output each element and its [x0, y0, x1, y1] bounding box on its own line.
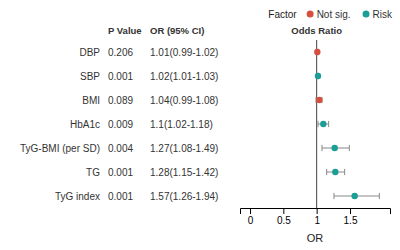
p-value: 0.206 — [108, 47, 133, 58]
ci-cap-low — [318, 121, 319, 127]
ci-cap-high — [349, 145, 350, 151]
column-header: Odds Ratio — [291, 25, 342, 36]
x-tick-mark — [283, 208, 284, 214]
ci-label: 1.57(1.26-1.94) — [150, 191, 218, 202]
legend-swatch — [363, 11, 370, 18]
reference-line — [316, 40, 317, 208]
point — [316, 97, 322, 103]
x-tick: 0.5 — [277, 208, 291, 226]
x-tick: 1.5 — [344, 208, 358, 226]
factor-label: TG — [86, 167, 100, 178]
factor-label: SBP — [80, 71, 100, 82]
legend-swatch — [307, 11, 314, 18]
marks — [314, 40, 379, 208]
p-value: 0.004 — [108, 143, 133, 154]
factor-label: TyG index — [55, 191, 100, 202]
ci-label: 1.02(1.01-1.03) — [150, 71, 218, 82]
ci-label: 1.1(1.02-1.18) — [150, 119, 213, 130]
p-value: 0.001 — [108, 191, 133, 202]
p-value: 0.001 — [108, 167, 133, 178]
factor-label: BMI — [82, 95, 100, 106]
column-header: OR (95% CI) — [150, 25, 204, 36]
x-axis-title: OR — [307, 232, 324, 244]
point — [331, 145, 337, 151]
p-value: 0.001 — [108, 71, 133, 82]
factor-label: HbA1c — [70, 119, 100, 130]
column-header: P Value — [108, 25, 142, 36]
ci-label: 1.04(0.99-1.08) — [150, 95, 218, 106]
ci-cap-high — [344, 169, 345, 175]
point — [320, 121, 326, 127]
point — [332, 169, 338, 175]
x-tick-label: 1 — [314, 215, 320, 226]
ci-label: 1.28(1.15-1.42) — [150, 167, 218, 178]
x-tick: 0 — [248, 208, 254, 226]
x-axis: 0 0.5 1 1.5 — [241, 208, 391, 226]
chart-svg: 0 0.5 1 1.5 OR P Value OR (95% CI) Odds Ratio DB… — [0, 0, 400, 250]
p-value: 0.009 — [108, 119, 133, 130]
x-tick-mark — [250, 208, 251, 214]
legend-label: Risk — [373, 9, 393, 20]
ci-cap-low — [322, 145, 323, 151]
point — [314, 49, 320, 55]
factor-label: DBP — [79, 47, 100, 58]
ci-cap-low — [334, 193, 335, 199]
ci-cap-high — [379, 193, 380, 199]
ci-label: 1.01(0.99-1.02) — [150, 47, 218, 58]
legend-title: Factor — [268, 9, 297, 20]
legend-label: Not sig. — [317, 9, 351, 20]
ci-cap-low — [326, 169, 327, 175]
x-tick-mark — [317, 208, 318, 214]
p-value: 0.089 — [108, 95, 133, 106]
x-tick: 1 — [314, 208, 320, 226]
x-tick-mark — [350, 208, 351, 214]
legend: Factor Not sig. Risk — [268, 9, 393, 20]
plot-area — [240, 40, 390, 208]
point — [351, 193, 357, 199]
x-tick-label: 1.5 — [344, 215, 358, 226]
point — [315, 73, 321, 79]
chart-container: 0 0.5 1 1.5 OR P Value OR (95% CI) Odds Ratio DB… — [0, 0, 400, 250]
x-axis-line — [241, 209, 391, 215]
factor-label: TyG-BMI (per SD) — [20, 143, 100, 154]
x-tick-label: 0 — [248, 215, 254, 226]
x-tick-label: 0.5 — [277, 215, 291, 226]
ci-cap-high — [328, 121, 329, 127]
ci-label: 1.27(1.08-1.49) — [150, 143, 218, 154]
